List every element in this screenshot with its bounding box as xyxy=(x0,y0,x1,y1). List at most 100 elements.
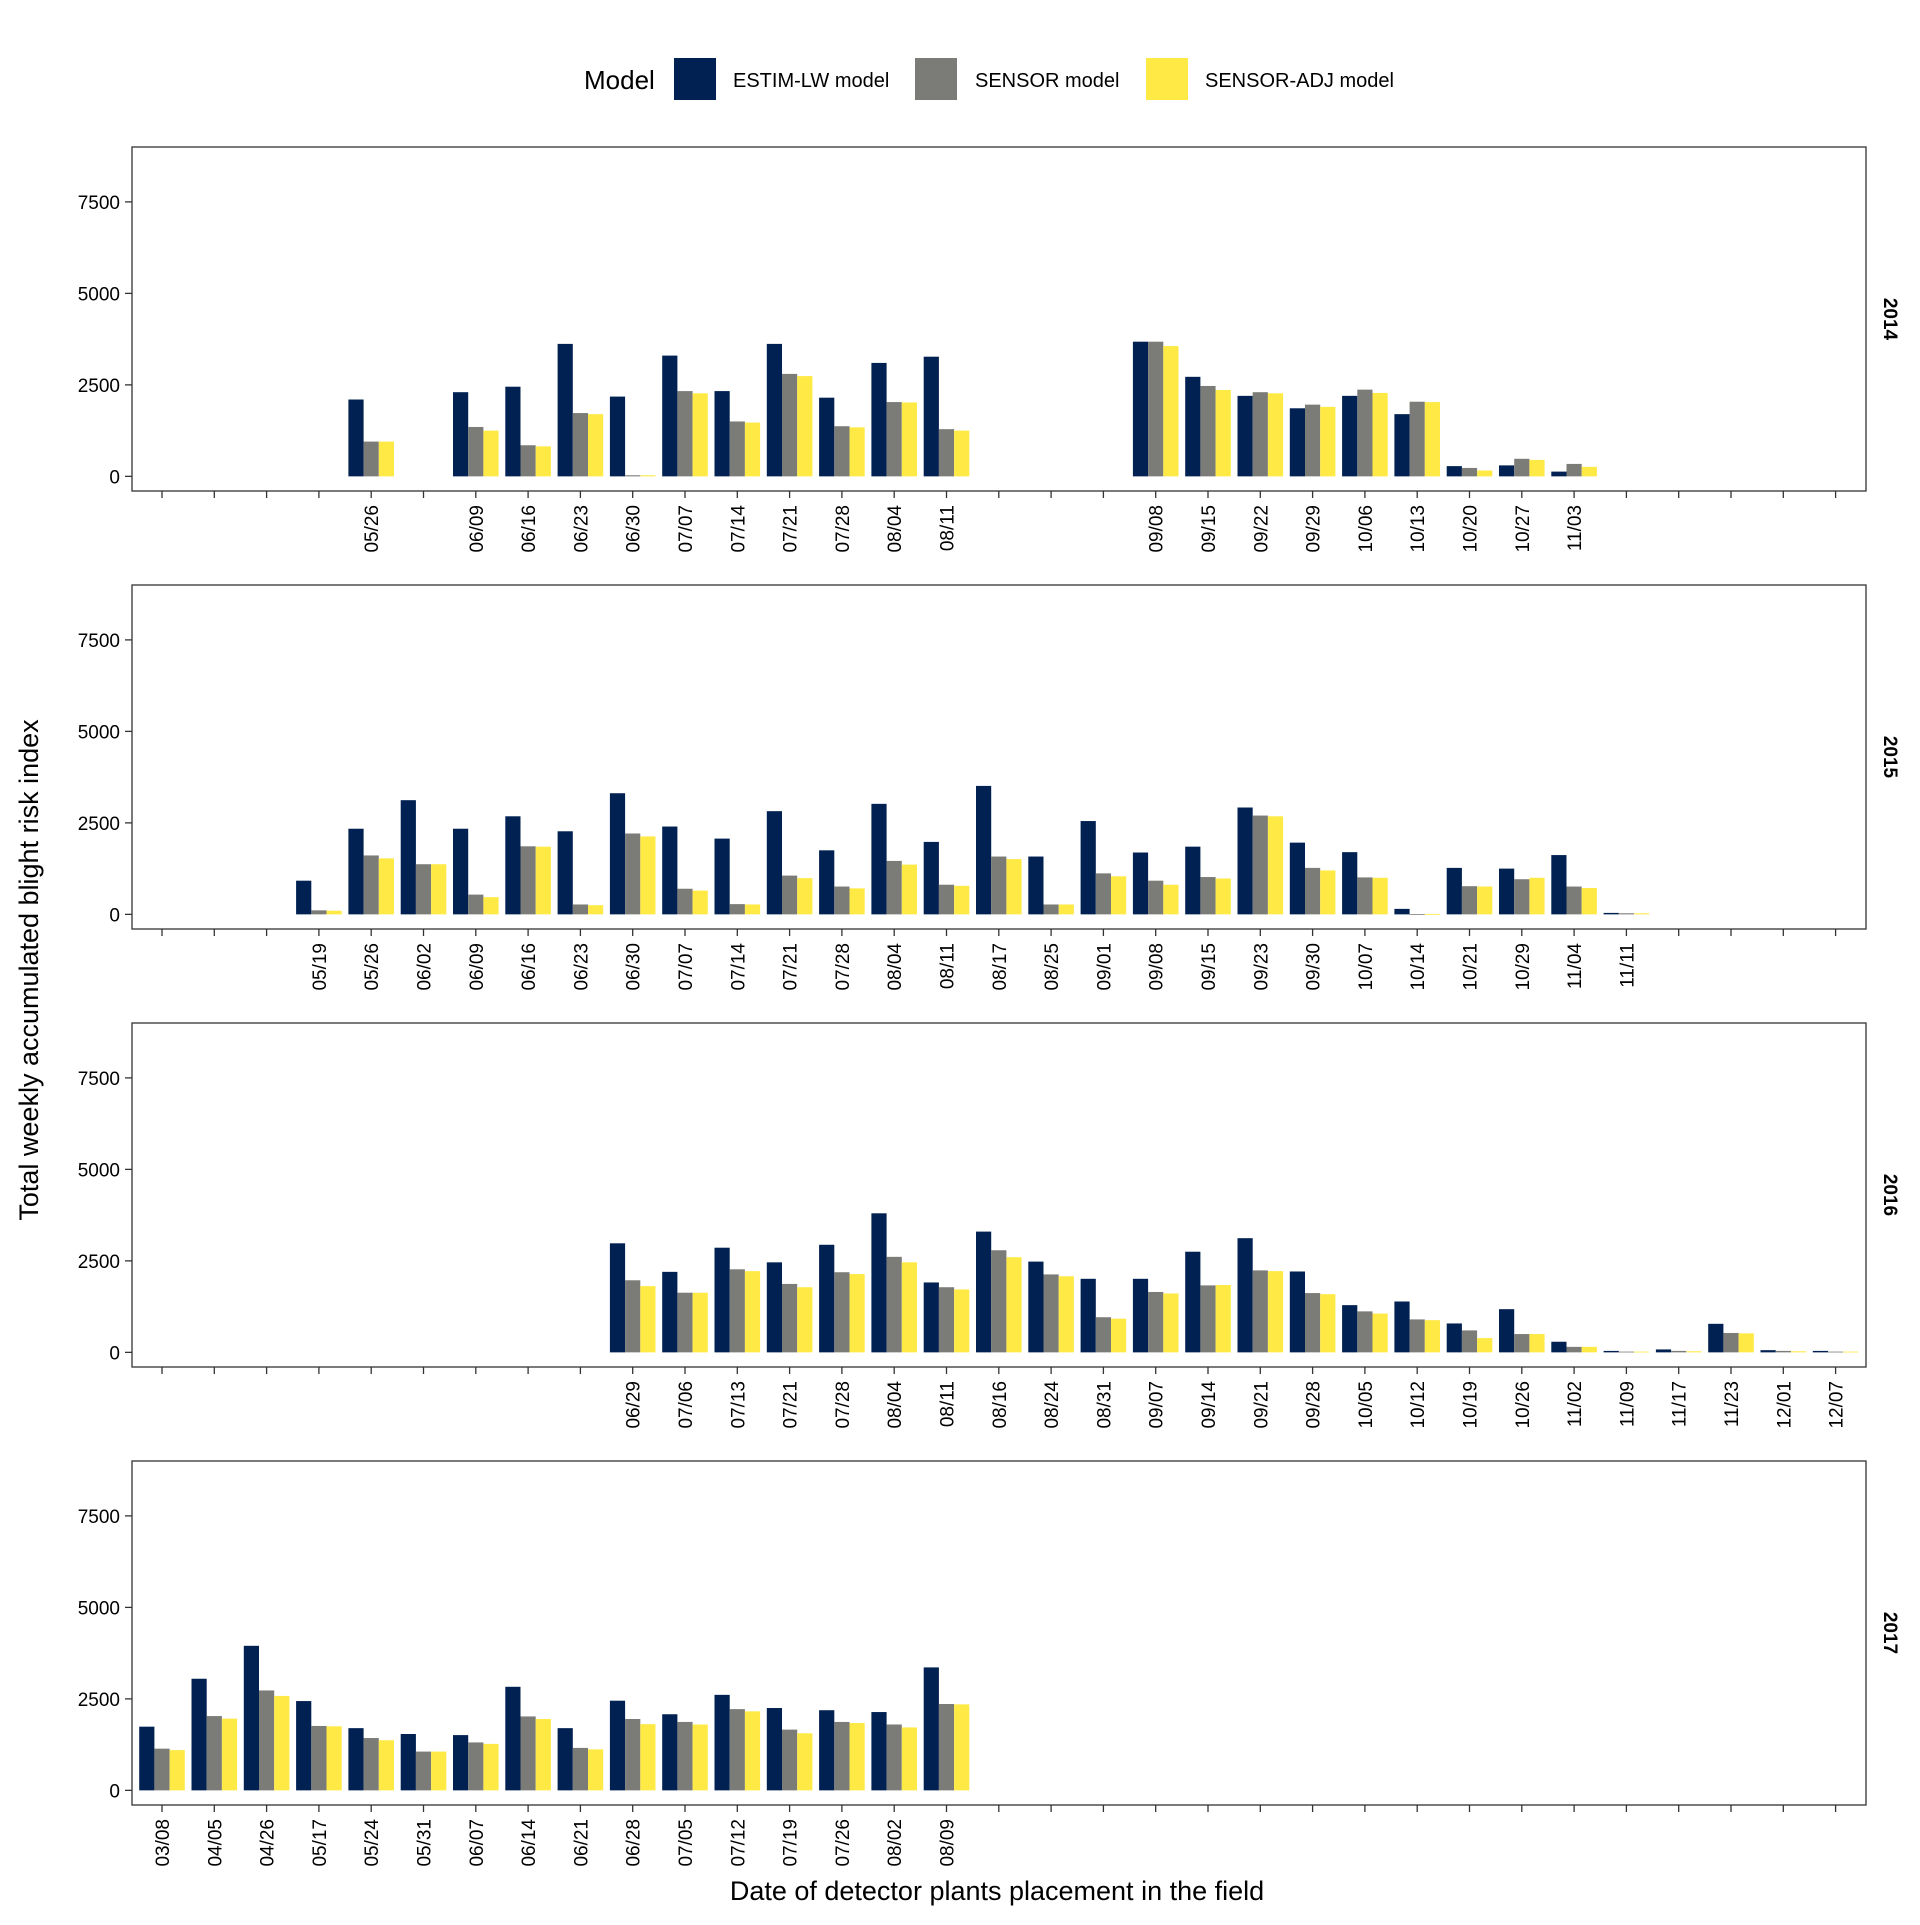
bar-group-06-21 xyxy=(557,1728,604,1791)
bar-group-06-30 xyxy=(609,793,656,915)
bar-sensor-adj xyxy=(588,905,604,915)
x-tick-label: 06/14 xyxy=(519,1819,540,1867)
bar-estim-lw xyxy=(1394,1301,1410,1353)
bar-sensor xyxy=(1357,1311,1373,1353)
bar-group-11-11 xyxy=(1603,912,1650,915)
y-tick-label: 7500 xyxy=(78,1069,120,1090)
bar-estim-lw xyxy=(1028,1261,1044,1353)
y-tick-label: 0 xyxy=(109,467,120,488)
bar-estim-lw xyxy=(819,850,835,915)
bar-sensor xyxy=(363,1738,379,1791)
bar-group-10-06 xyxy=(1342,389,1388,477)
bar-sensor xyxy=(1148,880,1164,915)
bar-sensor xyxy=(1409,913,1425,915)
x-tick-label: 12/07 xyxy=(1827,1381,1848,1429)
y-tick-label: 0 xyxy=(109,905,120,926)
bar-group-08-11 xyxy=(923,356,970,477)
panel-2017: 0 2500 5000 7500 03/08 04/05 04/26 05/17 05/24 05… xyxy=(78,1460,1900,1867)
bar-sensor-adj xyxy=(378,1740,394,1791)
y-tick-label: 7500 xyxy=(78,1507,120,1528)
bar-sensor xyxy=(625,833,641,915)
bar-group-08-31 xyxy=(1080,1278,1127,1353)
bar-group-06-02 xyxy=(400,800,447,915)
bar-estim-lw xyxy=(923,841,939,915)
bar-group-06-14 xyxy=(505,1686,551,1791)
bar-estim-lw xyxy=(1132,341,1149,477)
x-tick-label: 07/28 xyxy=(833,505,854,553)
legend-label-sensor-adj: SENSOR-ADJ model xyxy=(1205,70,1394,92)
x-tick-label: 10/14 xyxy=(1408,943,1429,991)
bar-group-07-14 xyxy=(714,838,761,915)
bar-sensor xyxy=(1095,1317,1111,1353)
bar-group-05-17 xyxy=(296,1701,342,1791)
bar-sensor xyxy=(677,888,693,915)
x-tick-label: 10/19 xyxy=(1461,1381,1482,1429)
x-tick-label: 07/21 xyxy=(781,505,802,553)
bar-sensor-adj xyxy=(1372,392,1388,477)
bar-sensor-adj xyxy=(901,1727,917,1791)
x-tick-label: 07/07 xyxy=(676,505,697,553)
x-tick-label: 10/06 xyxy=(1356,505,1377,553)
y-tick-label: 2500 xyxy=(78,376,120,397)
x-tick-label: 07/07 xyxy=(676,943,697,991)
bar-group-07-07 xyxy=(662,826,708,915)
x-tick-label: 07/28 xyxy=(833,943,854,991)
bar-estim-lw xyxy=(1655,1349,1672,1353)
bar-group-06-09 xyxy=(453,392,499,477)
bar-estim-lw xyxy=(1342,1305,1358,1353)
bar-group-09-07 xyxy=(1132,1278,1179,1353)
bar-sensor-adj xyxy=(1529,1334,1545,1353)
bar-sensor-adj xyxy=(1006,859,1022,915)
legend-item-sensor: SENSOR model xyxy=(915,58,1120,100)
x-tick-label: 05/17 xyxy=(310,1819,331,1867)
bar-estim-lw xyxy=(1289,408,1305,477)
bar-sensor-adj xyxy=(1738,1333,1754,1353)
bar-estim-lw xyxy=(1499,868,1515,915)
bar-sensor-adj xyxy=(1058,904,1074,915)
bar-group-07-26 xyxy=(819,1710,865,1791)
x-tick-label: 06/30 xyxy=(624,505,645,553)
bar-group-08-04 xyxy=(871,803,917,915)
x-tick-label: 05/24 xyxy=(362,1819,383,1867)
bar-group-10-20 xyxy=(1446,466,1493,477)
x-tick-label: 08/31 xyxy=(1094,1381,1115,1429)
bar-sensor-adj xyxy=(326,1726,342,1791)
y-tick-label: 5000 xyxy=(78,284,120,305)
bar-sensor xyxy=(1357,389,1373,477)
bar-sensor xyxy=(1200,877,1216,915)
bar-sensor xyxy=(1409,401,1425,477)
bar-sensor-adj xyxy=(535,1719,551,1791)
bar-sensor-adj xyxy=(378,858,394,915)
x-tick-label: 07/13 xyxy=(728,1381,749,1429)
x-tick-label: 07/05 xyxy=(676,1819,697,1867)
x-tick-label: 08/24 xyxy=(1042,1381,1063,1429)
bar-sensor-adj xyxy=(692,393,708,477)
bar-estim-lw xyxy=(714,1694,730,1791)
bar-group-04-26 xyxy=(243,1645,290,1791)
bar-group-11-02 xyxy=(1551,1341,1597,1353)
bar-estim-lw xyxy=(400,1734,416,1791)
bar-group-06-16 xyxy=(505,816,551,915)
x-tick-label: 09/14 xyxy=(1199,1381,1220,1429)
bar-sensor xyxy=(938,429,955,477)
bar-group-07-21 xyxy=(766,811,813,915)
bar-group-10-13 xyxy=(1394,401,1440,477)
bar-group-08-16 xyxy=(976,1231,1022,1353)
bar-sensor xyxy=(782,1729,798,1791)
x-tick-label: 10/21 xyxy=(1461,943,1482,991)
bar-sensor xyxy=(572,904,588,915)
x-tick-label: 08/16 xyxy=(990,1381,1011,1429)
bar-group-07-13 xyxy=(714,1247,761,1353)
bar-estim-lw xyxy=(662,1714,678,1791)
legend-swatch-sensor xyxy=(915,58,957,100)
bar-sensor xyxy=(1461,886,1478,915)
bar-sensor xyxy=(782,373,798,477)
x-tick-label: 10/26 xyxy=(1513,1381,1534,1429)
x-tick-label: 10/27 xyxy=(1513,505,1534,553)
legend-item-sensor-adj: SENSOR-ADJ model xyxy=(1146,58,1394,100)
bar-sensor xyxy=(1723,1332,1739,1353)
bar-sensor xyxy=(572,1747,588,1791)
bar-estim-lw xyxy=(1185,846,1201,915)
bar-group-06-29 xyxy=(609,1243,656,1353)
